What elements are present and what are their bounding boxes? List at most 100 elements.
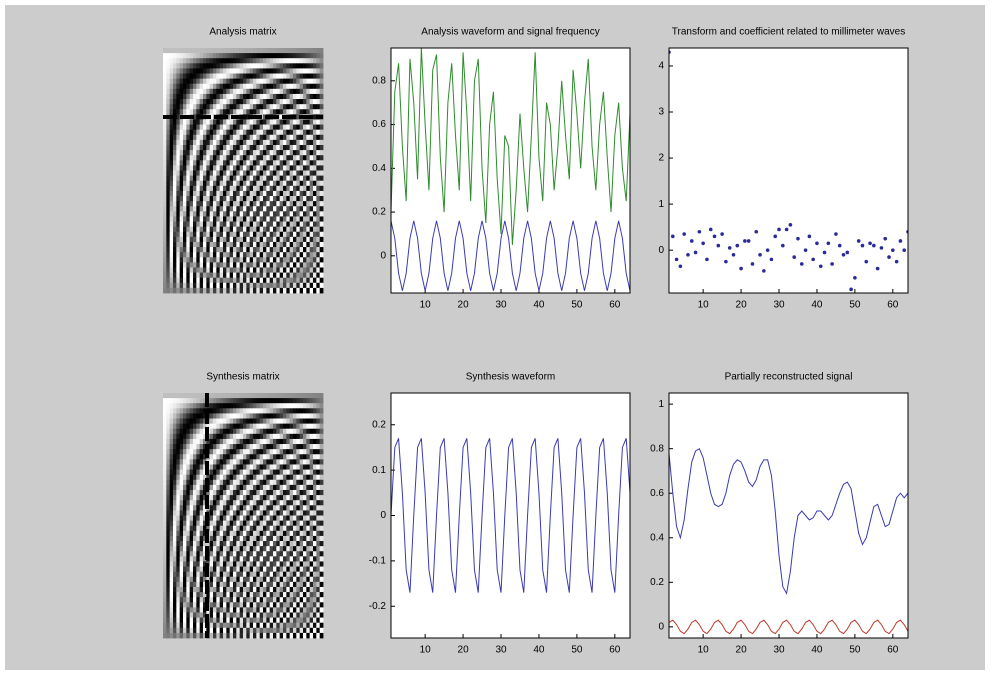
matrix-cell: [283, 221, 287, 228]
matrix-cell: [169, 267, 174, 273]
matrix-cell: [193, 267, 197, 273]
matrix-cell: [246, 607, 251, 613]
axes-frame: [668, 47, 909, 294]
matrix-cell: [293, 134, 297, 141]
matrix-cell: [223, 180, 227, 187]
matrix-cell: [303, 607, 307, 613]
matrix-cell: [189, 63, 194, 69]
matrix-cell: [249, 282, 254, 289]
matrix-cell: [179, 252, 184, 258]
matrix-cell: [216, 520, 221, 527]
matrix-cell: [186, 566, 191, 573]
matrix-cell: [196, 155, 201, 161]
matrix-cell: [193, 247, 197, 253]
matrix-cell: [293, 428, 297, 435]
matrix-cell: [243, 160, 247, 166]
matrix-cell: [299, 551, 304, 557]
matrix-cell: [316, 134, 321, 141]
matrix-cell: [276, 63, 281, 69]
scatter-point: [834, 232, 838, 236]
matrix-cell: [293, 88, 297, 95]
matrix-cell: [223, 99, 227, 105]
matrix-cell: [236, 398, 241, 404]
matrix-cell: [286, 185, 291, 192]
matrix-cell: [193, 612, 197, 618]
matrix-cell: [216, 469, 221, 476]
matrix-cell: [219, 221, 224, 228]
matrix-cell: [289, 53, 294, 59]
matrix-cell: [249, 262, 254, 268]
matrix-cell: [189, 150, 194, 156]
axes-frame: [668, 392, 909, 639]
matrix-cell: [163, 196, 167, 202]
matrix-cell: [283, 185, 287, 192]
matrix-cell: [243, 252, 247, 258]
matrix-cell: [276, 119, 281, 125]
matrix-cell: [269, 201, 274, 207]
matrix-cell: [273, 576, 277, 583]
x-tick-label: 10: [698, 645, 710, 656]
matrix-cell: [253, 393, 257, 399]
matrix-cell: [289, 180, 294, 187]
matrix-cell: [279, 277, 284, 284]
matrix-cell: [183, 231, 187, 238]
matrix-cell: [309, 474, 314, 481]
matrix-cell: [226, 622, 231, 629]
matrix-cell: [209, 627, 214, 634]
matrix-cell: [209, 185, 214, 192]
matrix-cell: [179, 408, 184, 414]
matrix-cell: [166, 418, 171, 425]
matrix-cell: [209, 104, 214, 110]
matrix-cell: [223, 632, 227, 639]
matrix-cell: [273, 408, 277, 414]
matrix-cell: [166, 262, 171, 268]
matrix-cell: [296, 581, 301, 588]
matrix-cell: [189, 459, 194, 465]
matrix-cell: [276, 556, 281, 562]
scatter-point: [682, 232, 686, 236]
matrix-cell: [299, 484, 304, 491]
matrix-cell: [216, 109, 221, 115]
matrix-cell: [246, 257, 251, 263]
matrix-cell: [216, 418, 221, 425]
matrix-cell: [286, 561, 291, 567]
matrix-cell: [309, 581, 314, 588]
matrix-cell: [213, 530, 217, 537]
matrix-cell: [296, 469, 301, 476]
matrix-cell: [263, 428, 267, 435]
matrix-cell: [306, 515, 311, 521]
matrix-cell: [259, 449, 264, 455]
matrix-cell: [193, 607, 197, 613]
matrix-cell: [196, 428, 201, 435]
matrix-cell: [193, 206, 197, 212]
matrix-cell: [289, 267, 294, 273]
matrix-cell: [233, 93, 237, 100]
matrix-cell: [163, 272, 167, 279]
matrix-cell: [163, 474, 167, 481]
matrix-cell: [213, 495, 217, 501]
matrix-cell: [256, 78, 261, 85]
matrix-cell: [173, 124, 177, 131]
matrix-cell: [249, 632, 254, 639]
matrix-cell: [186, 257, 191, 263]
matrix-cell: [256, 53, 261, 59]
matrix-cell: [266, 489, 271, 496]
matrix-cell: [206, 139, 211, 146]
matrix-cell: [259, 150, 264, 156]
matrix-cell: [203, 515, 207, 521]
matrix-cell: [213, 500, 217, 506]
matrix-cell: [163, 418, 167, 425]
matrix-cell: [319, 139, 324, 146]
matrix-cell: [299, 571, 304, 578]
matrix-cell: [249, 236, 254, 243]
matrix-cell: [299, 109, 304, 115]
matrix-cell: [223, 505, 227, 511]
matrix-cell: [253, 252, 257, 258]
matrix-cell: [196, 551, 201, 557]
matrix-cell: [286, 63, 291, 69]
matrix-cell: [273, 201, 277, 207]
matrix-cell: [249, 180, 254, 187]
matrix-cell: [319, 267, 324, 273]
matrix-cell: [219, 119, 224, 125]
matrix-cell: [276, 433, 281, 440]
